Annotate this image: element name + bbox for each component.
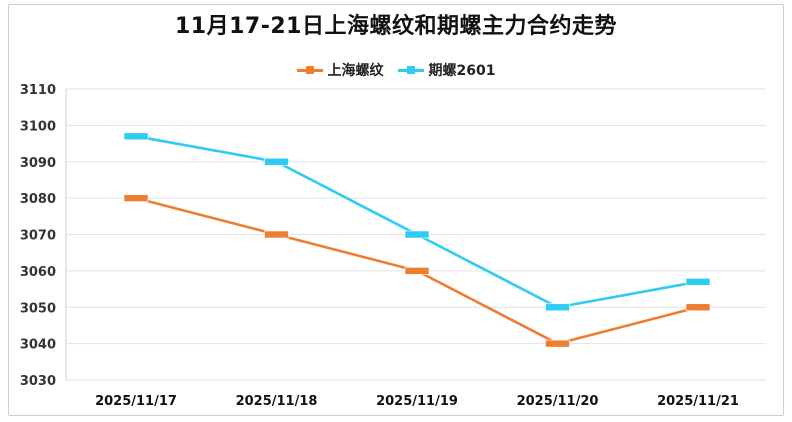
chart-title: 11月17-21日上海螺纹和期螺主力合约走势 <box>175 14 617 39</box>
legend-swatch-shanghai <box>296 65 323 75</box>
chart-legend: 上海螺纹 期螺2601 <box>0 60 792 80</box>
y-tick-label: 3040 <box>20 338 56 353</box>
legend-label-shanghai: 上海螺纹 <box>327 63 384 79</box>
data-point-marker <box>264 230 289 239</box>
legend-item-futures: 期螺2601 <box>397 60 496 80</box>
data-point-marker <box>123 194 149 202</box>
data-point-marker <box>123 132 149 141</box>
y-tick-label: 3110 <box>20 83 56 98</box>
data-point-marker <box>545 303 570 312</box>
x-tick-label: 2025/11/20 <box>517 394 599 409</box>
data-point-marker <box>404 230 430 239</box>
legend-item-shanghai: 上海螺纹 <box>296 60 384 80</box>
y-tick-label: 3060 <box>20 265 56 280</box>
x-tick-label: 2025/11/19 <box>376 394 458 409</box>
data-point-marker <box>264 157 289 166</box>
y-tick-label: 3100 <box>20 119 56 134</box>
data-point-marker <box>685 277 711 286</box>
y-tick-label: 3030 <box>20 374 56 389</box>
x-tick-label: 2025/11/18 <box>236 394 318 409</box>
y-tick-label: 3070 <box>20 229 56 244</box>
data-point-marker <box>685 303 711 312</box>
y-tick-label: 3050 <box>20 301 56 316</box>
chart-frame <box>8 4 784 416</box>
y-tick-label: 3080 <box>20 192 56 207</box>
x-tick-label: 2025/11/21 <box>657 394 739 409</box>
legend-swatch-futures <box>397 65 424 75</box>
legend-label-futures: 期螺2601 <box>428 63 496 79</box>
x-tick-label: 2025/11/17 <box>95 394 177 409</box>
data-point-marker <box>404 267 430 275</box>
y-tick-label: 3090 <box>20 156 56 171</box>
data-point-marker <box>545 339 570 348</box>
